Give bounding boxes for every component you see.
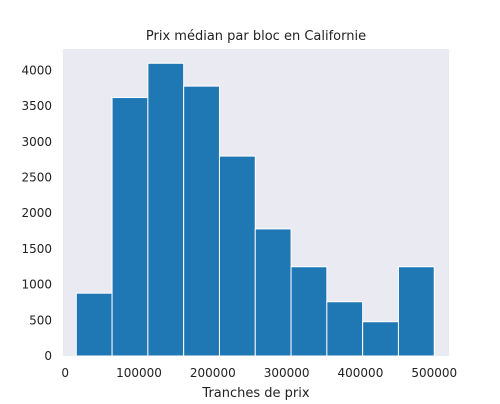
y-tick-label: 2500 — [21, 171, 52, 185]
chart-title: Prix médian par bloc en Californie — [146, 29, 366, 44]
histogram-bar-5 — [255, 229, 291, 356]
histogram-bar-2 — [148, 63, 184, 356]
y-tick-label: 3500 — [21, 99, 52, 113]
y-tick-label: 2000 — [21, 206, 52, 220]
histogram-bar-3 — [184, 86, 220, 356]
x-tick-label: 500000 — [411, 366, 457, 380]
y-tick-label: 4000 — [21, 63, 52, 77]
histogram-bar-6 — [291, 267, 327, 356]
histogram-bar-8 — [363, 322, 399, 356]
histogram-bar-9 — [398, 267, 434, 356]
y-tick-label: 500 — [29, 313, 52, 327]
x-tick-label: 400000 — [338, 366, 384, 380]
x-ticks: 0 100000 200000 300000 400000 500000 — [61, 366, 457, 380]
histogram-bar-1 — [112, 98, 148, 356]
x-tick-label: 300000 — [264, 366, 310, 380]
y-tick-label: 3000 — [21, 135, 52, 149]
x-tick-label: 200000 — [190, 366, 236, 380]
x-tick-label: 0 — [61, 366, 69, 380]
x-axis-label: Tranches de prix — [201, 386, 309, 400]
histogram-bar-0 — [76, 293, 112, 356]
histogram-bar-7 — [327, 302, 363, 356]
y-ticks: 0 500 1000 1500 2000 2500 3000 3500 4000 — [21, 63, 52, 363]
y-tick-label: 1500 — [21, 242, 52, 256]
x-tick-label: 100000 — [116, 366, 162, 380]
y-tick-label: 0 — [44, 349, 52, 363]
y-tick-label: 1000 — [21, 278, 52, 292]
histogram-bar-4 — [219, 156, 255, 356]
